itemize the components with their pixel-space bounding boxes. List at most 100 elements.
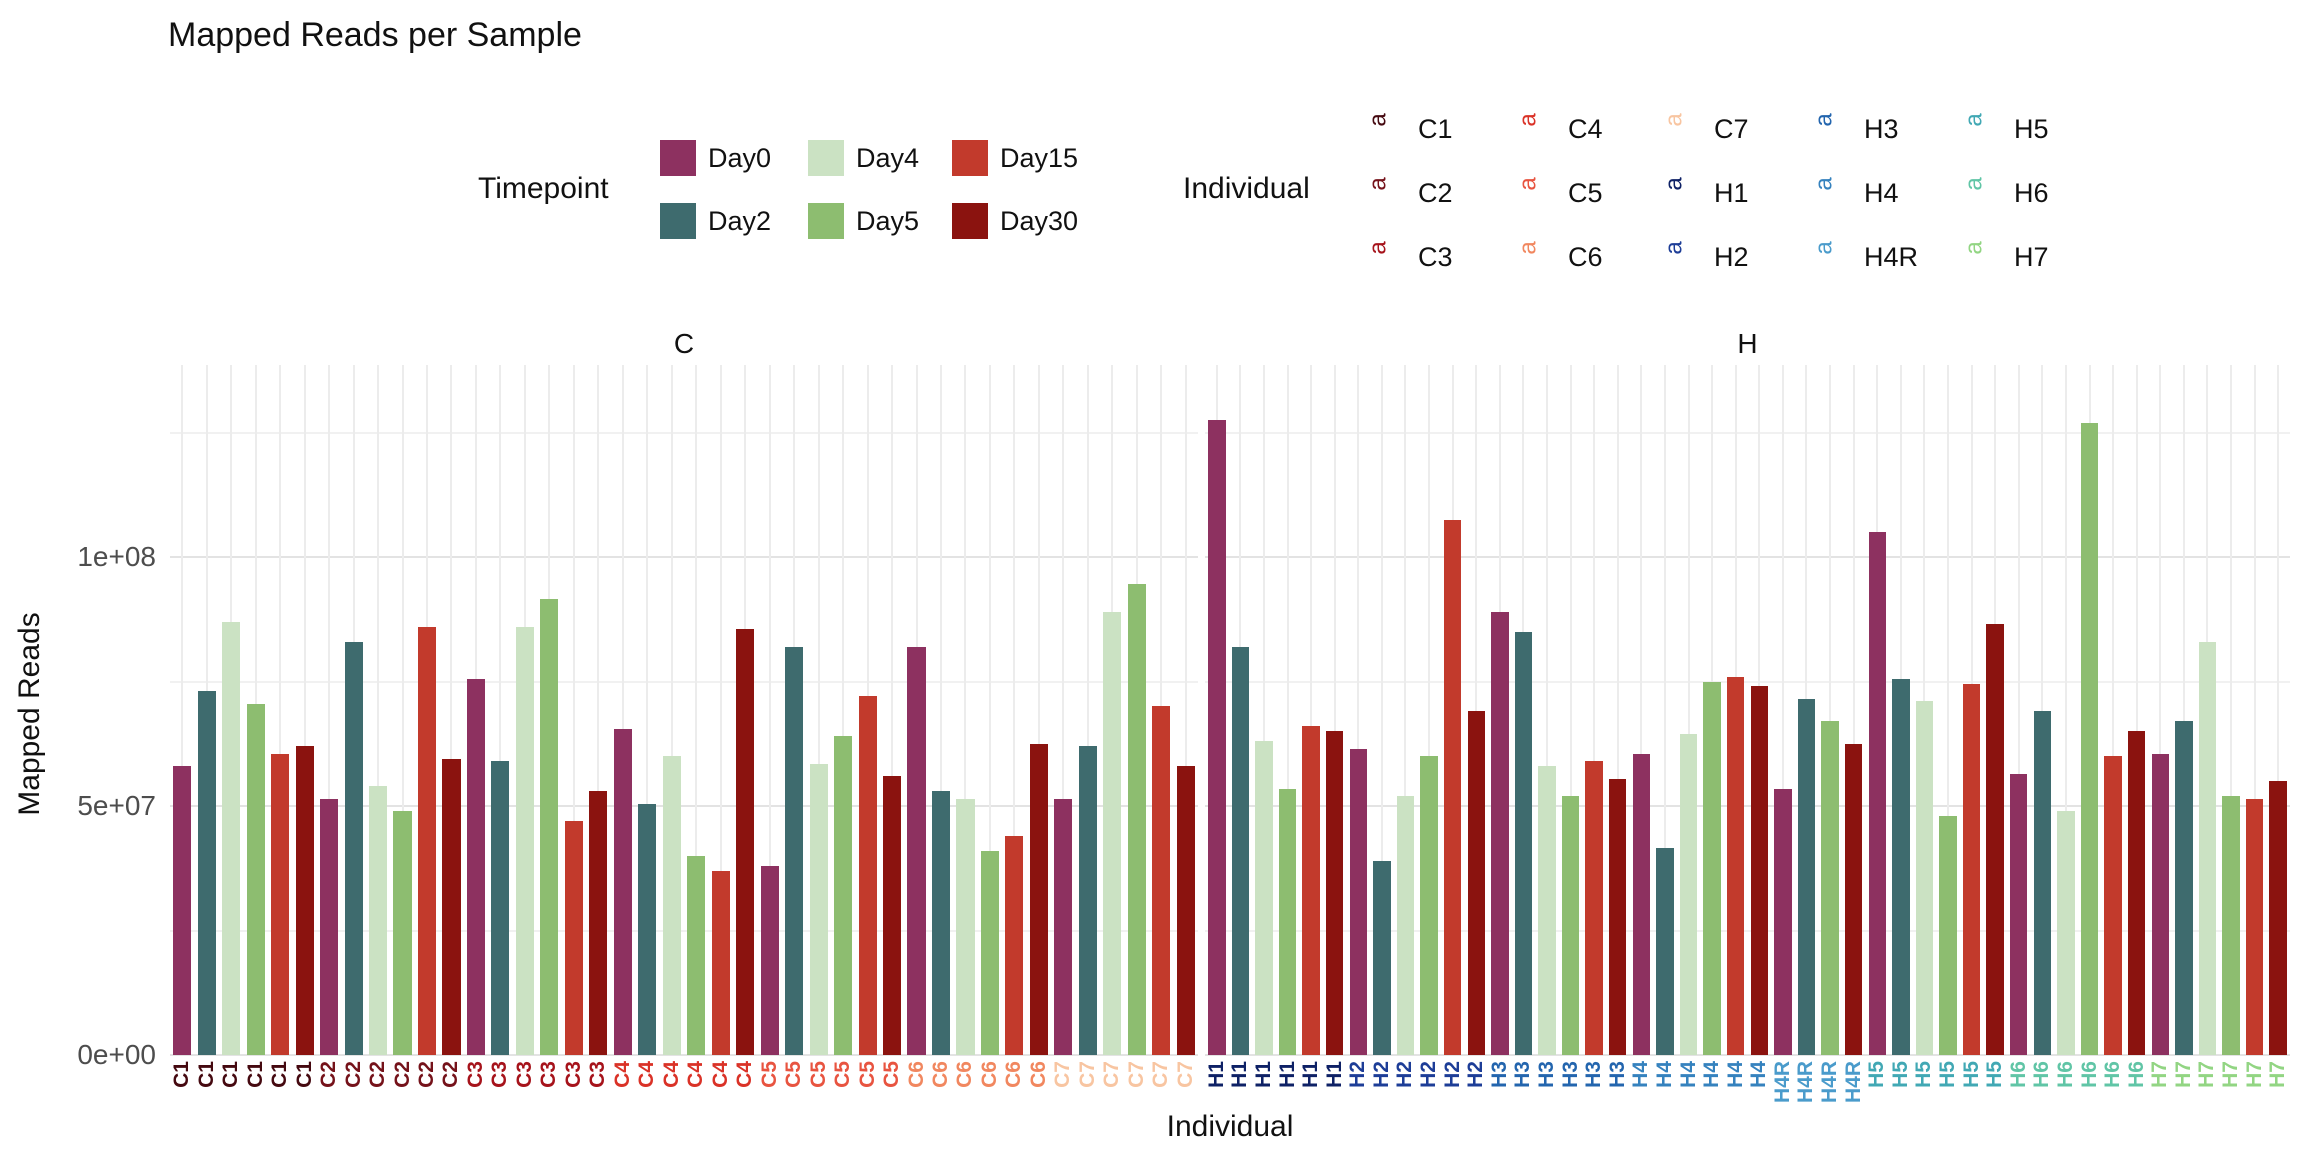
bar-H1-Day15 — [1302, 726, 1320, 1055]
gridline-vertical — [988, 365, 991, 1055]
gridline-vertical — [597, 365, 600, 1055]
bar-C1-Day0 — [173, 766, 192, 1055]
bar-C1-Day15 — [271, 753, 290, 1055]
x-tick-label: H5 — [1865, 1061, 1889, 1088]
gridline-vertical — [1037, 365, 1040, 1055]
x-tick-label: C7 — [1051, 1061, 1075, 1088]
gridline-vertical — [1475, 365, 1478, 1055]
bar-H2-Day4 — [1396, 796, 1415, 1055]
legend-item-label: Day2 — [708, 206, 772, 236]
bar-H7-Day0 — [2151, 753, 2169, 1055]
x-tick-label: H3 — [1535, 1061, 1558, 1088]
bar-C4-Day30 — [736, 629, 755, 1055]
bar-H6-Day15 — [2104, 756, 2122, 1055]
gridline-vertical — [2159, 365, 2162, 1055]
bar-C5-Day0 — [760, 865, 779, 1055]
x-tick-label: C7 — [1173, 1061, 1197, 1088]
legend-key-a-glyph: a — [1960, 113, 1988, 127]
x-tick-label: H4 — [1700, 1061, 1724, 1088]
gridline-vertical — [1013, 365, 1016, 1055]
gridline-vertical — [1640, 365, 1643, 1055]
bar-H7-Day30 — [2269, 781, 2287, 1055]
x-tick-label: H4 — [1747, 1061, 1771, 1088]
bar-H5-Day0 — [1868, 532, 1886, 1055]
legend-key-a-glyph: a — [1810, 241, 1838, 255]
bar-C5-Day2 — [785, 646, 804, 1055]
legend-key-swatch — [952, 203, 988, 239]
legend-key-a-glyph: a — [1810, 177, 1838, 191]
bar-H3-Day30 — [1609, 778, 1627, 1055]
gridline-vertical — [1946, 365, 1949, 1055]
x-tick-label: H4 — [1629, 1061, 1653, 1088]
y-tick-label: 5e+07 — [77, 790, 156, 821]
bar-H4-Day0 — [1632, 753, 1651, 1055]
gridline-minor — [170, 431, 1198, 434]
gridline-vertical — [499, 365, 502, 1055]
legend-item-label: C7 — [1714, 114, 1749, 144]
bar-H1-Day30 — [1326, 731, 1344, 1055]
bar-C3-Day2 — [491, 761, 510, 1055]
gridline-vertical — [695, 365, 698, 1055]
gridline-vertical — [1404, 365, 1407, 1055]
gridline-baseline — [1205, 1054, 2290, 1056]
bar-C2-Day15 — [417, 626, 437, 1055]
legend-item-label: C2 — [1418, 178, 1453, 208]
y-tick-label: 1e+08 — [77, 541, 156, 572]
gridline-vertical — [2182, 365, 2185, 1055]
x-tick-label: H2 — [1440, 1061, 1464, 1088]
bar-H6-Day4 — [2057, 810, 2075, 1055]
x-tick-label: H6 — [2124, 1061, 2148, 1088]
bar-H1-Day4 — [1255, 741, 1273, 1055]
x-tick-label: C4 — [610, 1061, 634, 1088]
gridline-minor — [170, 929, 1198, 932]
legend-individual-title: Individual — [1183, 172, 1310, 205]
x-tick-label: C1 — [219, 1061, 243, 1088]
x-tick-label: H2 — [1346, 1061, 1370, 1088]
x-tick-label: H3 — [1511, 1061, 1535, 1088]
bar-C3-Day0 — [466, 679, 485, 1055]
bar-H2-Day0 — [1349, 748, 1368, 1055]
gridline-vertical — [1663, 365, 1666, 1055]
gridline-vertical — [646, 365, 649, 1055]
bar-C6-Day15 — [1005, 835, 1024, 1055]
gridline-vertical — [2230, 365, 2233, 1055]
x-tick-label: C6 — [1026, 1061, 1050, 1088]
legend-item-label: C3 — [1418, 242, 1453, 272]
x-tick-label: H5 — [1935, 1061, 1959, 1088]
gridline-major — [170, 805, 1198, 807]
gridline-vertical — [1852, 365, 1855, 1055]
gridline-vertical — [2112, 365, 2115, 1055]
gridline-vertical — [1357, 365, 1360, 1055]
bar-C1-Day2 — [197, 691, 216, 1055]
gridline-major — [1205, 556, 2290, 558]
gridline-vertical — [1569, 365, 1572, 1055]
x-tick-label: H2 — [1464, 1061, 1488, 1088]
x-tick-label: C1 — [268, 1061, 292, 1088]
gridline-vertical — [401, 365, 404, 1055]
bar-C7-Day4 — [1103, 611, 1122, 1055]
bar-H4-Day5 — [1703, 681, 1721, 1055]
x-tick-label: H4R — [1794, 1061, 1818, 1104]
legend-item-label: H4R — [1864, 242, 1919, 272]
x-tick-label: H7 — [2171, 1061, 2195, 1088]
gridline-vertical — [940, 365, 942, 1055]
bar-H2-Day15 — [1443, 519, 1462, 1055]
bar-H4R-Day0 — [1774, 788, 1792, 1055]
legend-item-label: H5 — [2014, 114, 2049, 144]
x-tick-label: H4 — [1676, 1061, 1700, 1088]
x-tick-label: H4R — [1841, 1061, 1865, 1104]
x-tick-label: C3 — [561, 1061, 585, 1088]
legend-item-label: C6 — [1568, 242, 1603, 272]
x-tick-label: C6 — [977, 1061, 1001, 1088]
x-tick-label: C6 — [1002, 1061, 1026, 1088]
bar-H2-Day2 — [1373, 860, 1391, 1055]
gridline-vertical — [670, 365, 673, 1055]
gridline-minor — [1205, 680, 2290, 683]
gridline-vertical — [2277, 365, 2280, 1055]
bar-C3-Day4 — [515, 626, 534, 1055]
gridline-major — [170, 556, 1198, 558]
bar-H4R-Day2 — [1797, 698, 1816, 1055]
x-axis-title: Individual — [1166, 1110, 1294, 1143]
bar-C5-Day30 — [882, 776, 902, 1055]
